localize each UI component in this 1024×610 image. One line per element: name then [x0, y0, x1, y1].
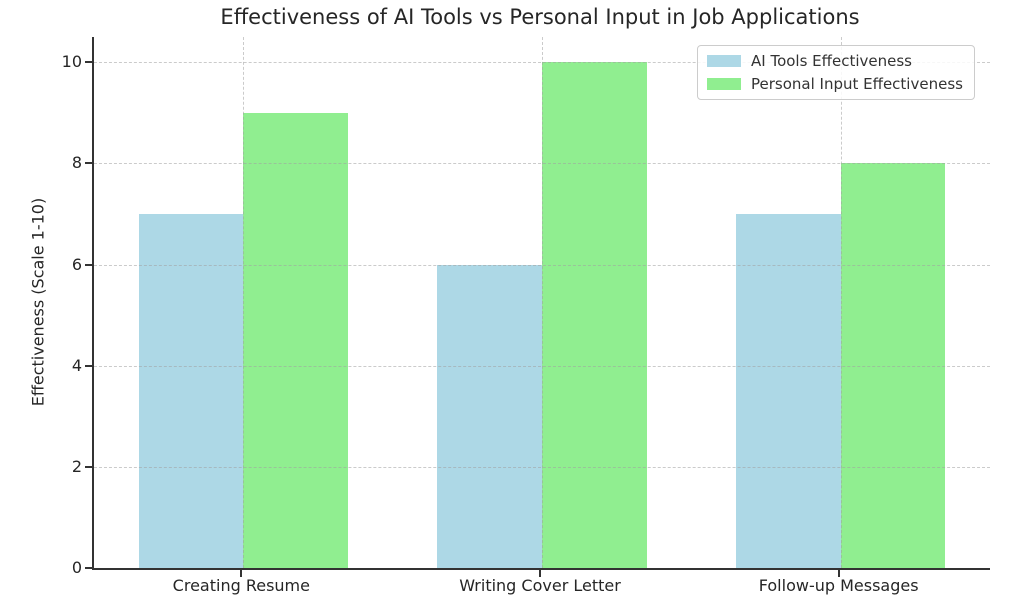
chart-title: Effectiveness of AI Tools vs Personal In… — [220, 5, 860, 29]
x-tick-mark-1 — [539, 570, 541, 577]
y-tick-mark-8 — [85, 162, 92, 165]
y-tick-label-6: 6 — [71, 254, 82, 274]
bar-personal-input-1 — [542, 62, 647, 568]
y-tick-label-4: 4 — [71, 355, 82, 375]
x-tick-label-2: Follow-up Messages — [758, 576, 919, 595]
bar-personal-input-0 — [243, 112, 348, 568]
y-tick-label-0: 0 — [71, 558, 82, 577]
legend-swatch-personal-input — [707, 78, 741, 90]
bar-ai-tools-1 — [437, 264, 542, 568]
gridline-x-0 — [243, 37, 245, 568]
y-tick-label-8: 8 — [71, 153, 82, 173]
y-tick-mark-2 — [85, 465, 92, 468]
legend-label-ai-tools: AI Tools Effectiveness — [751, 52, 912, 70]
plot-area — [92, 37, 990, 570]
y-tick-label-2: 2 — [71, 456, 82, 476]
bar-ai-tools-2 — [736, 214, 841, 568]
y-tick-mark-4 — [85, 364, 92, 367]
legend-item-personal-input: Personal Input Effectiveness — [707, 75, 965, 93]
x-tick-label-1: Writing Cover Letter — [459, 576, 621, 595]
y-tick-mark-10 — [85, 61, 92, 64]
x-tick-label-0: Creating Resume — [172, 576, 310, 595]
legend: AI Tools Effectiveness Personal Input Ef… — [697, 45, 975, 100]
legend-swatch-ai-tools — [707, 55, 741, 67]
gridline-x-1 — [542, 37, 543, 568]
bar-ai-tools-0 — [138, 214, 244, 568]
legend-item-ai-tools: AI Tools Effectiveness — [707, 52, 965, 70]
gridline-x-2 — [840, 37, 842, 568]
y-tick-mark-6 — [85, 263, 92, 266]
y-tick-mark-0 — [85, 567, 92, 569]
x-tick-mark-0 — [240, 570, 243, 577]
x-tick-mark-2 — [837, 570, 840, 577]
legend-label-personal-input: Personal Input Effectiveness — [751, 75, 963, 93]
y-tick-label-10: 10 — [61, 52, 82, 72]
